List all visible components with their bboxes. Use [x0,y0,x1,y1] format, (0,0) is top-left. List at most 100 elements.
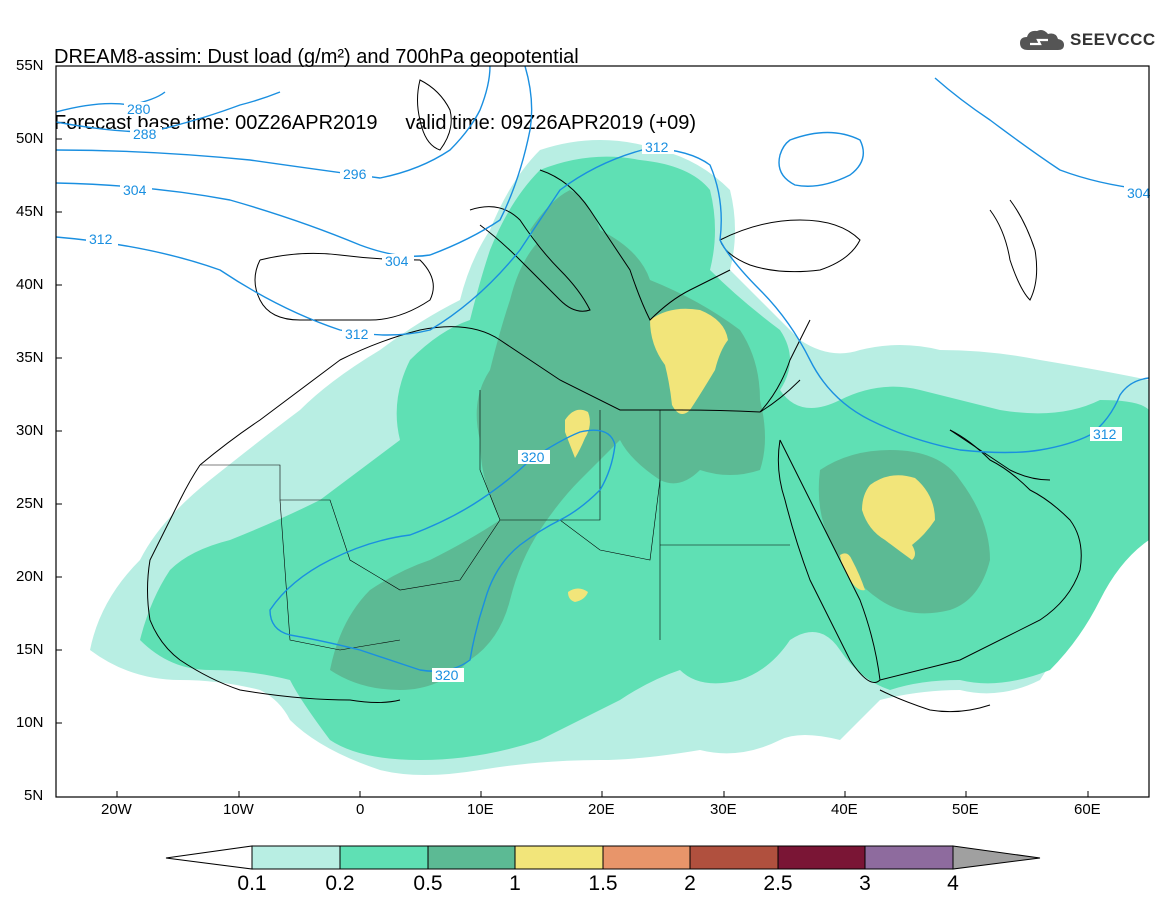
seevccc-logo: SEEVCCC [1018,28,1158,54]
contour-label-288: 288 [133,126,157,142]
dust-region-high-arabia [862,475,935,560]
coast-west-africa [147,464,401,703]
valid-time: valid time: 09Z26APR2019 (+09) [405,112,697,134]
colorbar [165,845,1041,870]
lon-label: 60E [1074,801,1101,818]
contour-296 [56,66,491,179]
border-mali [279,499,401,651]
coast-balkans-greece [539,169,731,321]
contour-label-304b: 304 [385,253,409,269]
title-line-1: DREAM8-assim: Dust load (g/m²) and 700hP… [54,46,579,68]
contour-label-312d: 312 [1093,426,1117,442]
coast-arabia [879,429,1082,681]
colorbar-swatch-4 [514,845,604,870]
coast-black-sea [719,219,861,273]
dust-region-high-libya [565,409,590,458]
colorbar-label: 0.1 [237,872,267,895]
contour-label-304c: 304 [1127,185,1151,201]
lat-label: 10N [16,714,44,731]
border-libya [479,390,601,521]
colorbar-swatch-6 [689,845,779,870]
coast-caspian [989,199,1038,301]
contour-304-east [934,77,1149,191]
colorbar-swatch-1 [251,845,341,870]
contour-label-280: 280 [127,101,151,117]
colorbar-under-arrow [165,845,253,870]
lat-label: 30N [16,422,44,439]
lat-label: 35N [16,349,44,366]
lon-label: 20W [101,801,132,818]
cloud-logo-icon [1020,30,1064,50]
contour-label-304: 304 [123,182,147,198]
coastlines [147,79,1082,713]
dust-fields [90,140,1149,775]
logo-text: SEEVCCC [1070,30,1156,49]
lat-label: 50N [16,130,44,147]
coast-north-africa [199,326,801,466]
border-sahel [200,464,661,591]
axis-ticks [56,65,1089,797]
dust-region-high-redsea [840,553,865,591]
lon-label: 20E [588,801,615,818]
contour-label-312: 312 [89,231,113,247]
contour-label-bg [382,254,414,268]
contour-label-320b: 320 [435,667,459,683]
forecast-base-time: Forecast base time: 00Z26APR2019 [54,112,378,134]
lat-label: 20N [16,568,44,585]
colorbar-label: 2 [684,872,696,895]
contour-label-312b: 312 [345,326,369,342]
colorbar-over-arrow [952,845,1041,870]
coast-red-sea [777,439,881,683]
contour-label-bg [642,140,674,154]
lon-label: 10E [467,801,494,818]
contour-label-320: 320 [521,449,545,465]
lon-label: 10W [223,801,254,818]
contour-label-bg [1124,186,1149,200]
lat-label: 25N [16,495,44,512]
contour-304-west [56,66,533,257]
contour-label-bg [124,102,156,116]
coast-levant [759,319,811,413]
contour-288 [56,91,281,133]
title-line-2: Forecast base time: 00Z26APR2019 valid t… [54,112,696,134]
contour-label-bg [1090,427,1122,441]
colorbar-label: 1 [509,872,521,895]
contour-label-bg [86,232,118,246]
contour-312-ukraine [778,131,864,187]
colorbar-swatch-2 [339,845,429,870]
map-title: DREAM8-assim: Dust load (g/m²) and 700hP… [54,2,696,156]
contour-label-296: 296 [343,166,367,182]
contour-label-bg [120,183,152,197]
contour-label-bg [340,167,372,181]
contour-label-bg [432,668,464,682]
colorbar-label: 0.5 [413,872,443,895]
colorbar-swatch-8 [864,845,954,870]
contour-320 [269,429,616,672]
dust-region-high-chad [568,588,588,602]
lon-label: 30E [710,801,737,818]
colorbar-label: 0.2 [325,872,355,895]
colorbar-swatch-3 [427,845,516,870]
dust-region-high-eastern-med [650,308,728,414]
colorbar-swatch-7 [777,845,866,870]
contour-label-bg [130,127,162,141]
coast-britain [417,79,452,151]
lat-label: 15N [16,641,44,658]
colorbar-label: 3 [859,872,871,895]
colorbar-swatch-5 [602,845,691,870]
lat-label: 5N [24,787,44,804]
contour-label-312c: 312 [645,139,669,155]
lon-label: 40E [831,801,858,818]
colorbar-label: 4 [947,872,959,895]
coast-italy [469,206,591,312]
lat-label: 55N [16,57,44,74]
coast-persian-gulf [949,429,1051,481]
contour-label-bg [342,327,374,341]
lat-label: 40N [16,276,44,293]
contour-label-bg [518,450,550,464]
lon-label: 50E [952,801,979,818]
coast-iberia [254,252,434,321]
colorbar-label: 1.5 [588,872,618,895]
lat-label: 45N [16,203,44,220]
